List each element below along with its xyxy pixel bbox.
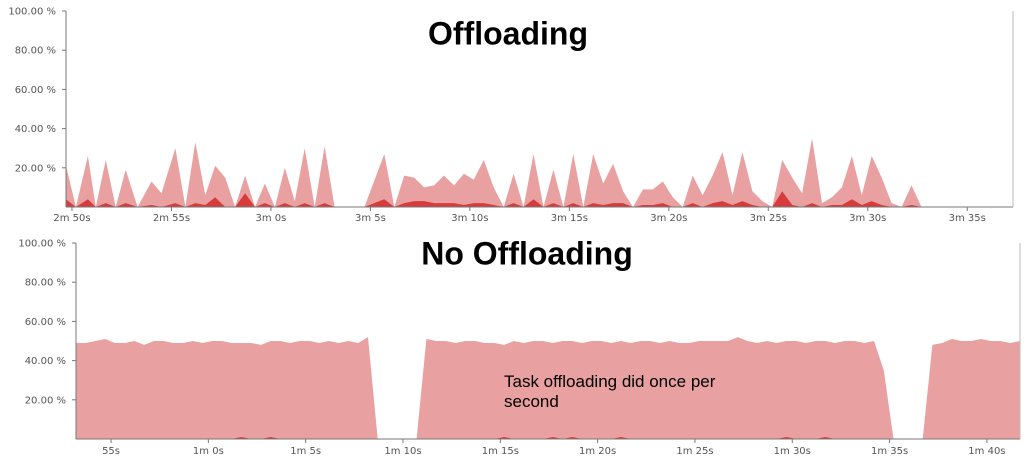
y-tick-label: 100.00 % — [8, 7, 56, 18]
x-tick-label: 1m 10s — [384, 446, 421, 457]
annotation-text: Task offloading did once per — [504, 372, 716, 391]
series-area-total — [66, 138, 1013, 207]
y-tick-label: 80.00 % — [25, 278, 66, 289]
y-tick-label: 20.00 % — [25, 395, 66, 406]
x-tick-label: 1m 20s — [579, 446, 616, 457]
x-tick-label: 55s — [102, 446, 120, 457]
x-tick-label: 3m 15s — [551, 213, 588, 224]
x-tick-label: 1m 40s — [968, 446, 1005, 457]
x-tick-label: 3m 35s — [949, 213, 986, 224]
x-tick-label: 1m 15s — [482, 446, 519, 457]
no-offloading-chart-panel: 20.00 % 40.00 % 60.00 % 80.00 % 100.00 % 55s 1… — [18, 235, 1021, 457]
x-tick-label: 2m 55s — [153, 213, 190, 224]
x-tick-label: 3m 0s — [255, 213, 286, 224]
x-tick-label: 1m 0s — [193, 446, 224, 457]
series-area-peak — [66, 191, 1013, 207]
x-tick-label: 3m 30s — [849, 213, 886, 224]
y-tick-label: 20.00 % — [15, 163, 56, 174]
chart-title: No Offloading — [421, 235, 633, 271]
y-tick-label: 40.00 % — [15, 124, 56, 135]
x-tick-label: 3m 25s — [750, 213, 787, 224]
x-tick-label: 3m 20s — [650, 213, 687, 224]
x-tick-label: 3m 10s — [451, 213, 488, 224]
y-tick-label: 100.00 % — [18, 239, 66, 250]
y-tick-label: 60.00 % — [25, 317, 66, 328]
y-tick-label: 80.00 % — [15, 46, 56, 57]
x-tick-label: 1m 25s — [676, 446, 713, 457]
y-tick-label: 40.00 % — [25, 356, 66, 367]
y-tick-label: 60.00 % — [15, 85, 56, 96]
annotation-text: second — [504, 392, 559, 411]
x-tick-label: 1m 5s — [290, 446, 321, 457]
series-area-total — [76, 337, 1020, 439]
x-tick-label: 3m 5s — [355, 213, 386, 224]
offloading-chart-panel: 20.00 % 40.00 % 60.00 % 80.00 % 100.00 % 2m 5… — [8, 7, 1014, 224]
x-tick-label: 1m 30s — [774, 446, 811, 457]
chart-title: Offloading — [428, 15, 588, 51]
x-tick-label: 1m 35s — [871, 446, 908, 457]
x-tick-label: 2m 50s — [53, 213, 90, 224]
